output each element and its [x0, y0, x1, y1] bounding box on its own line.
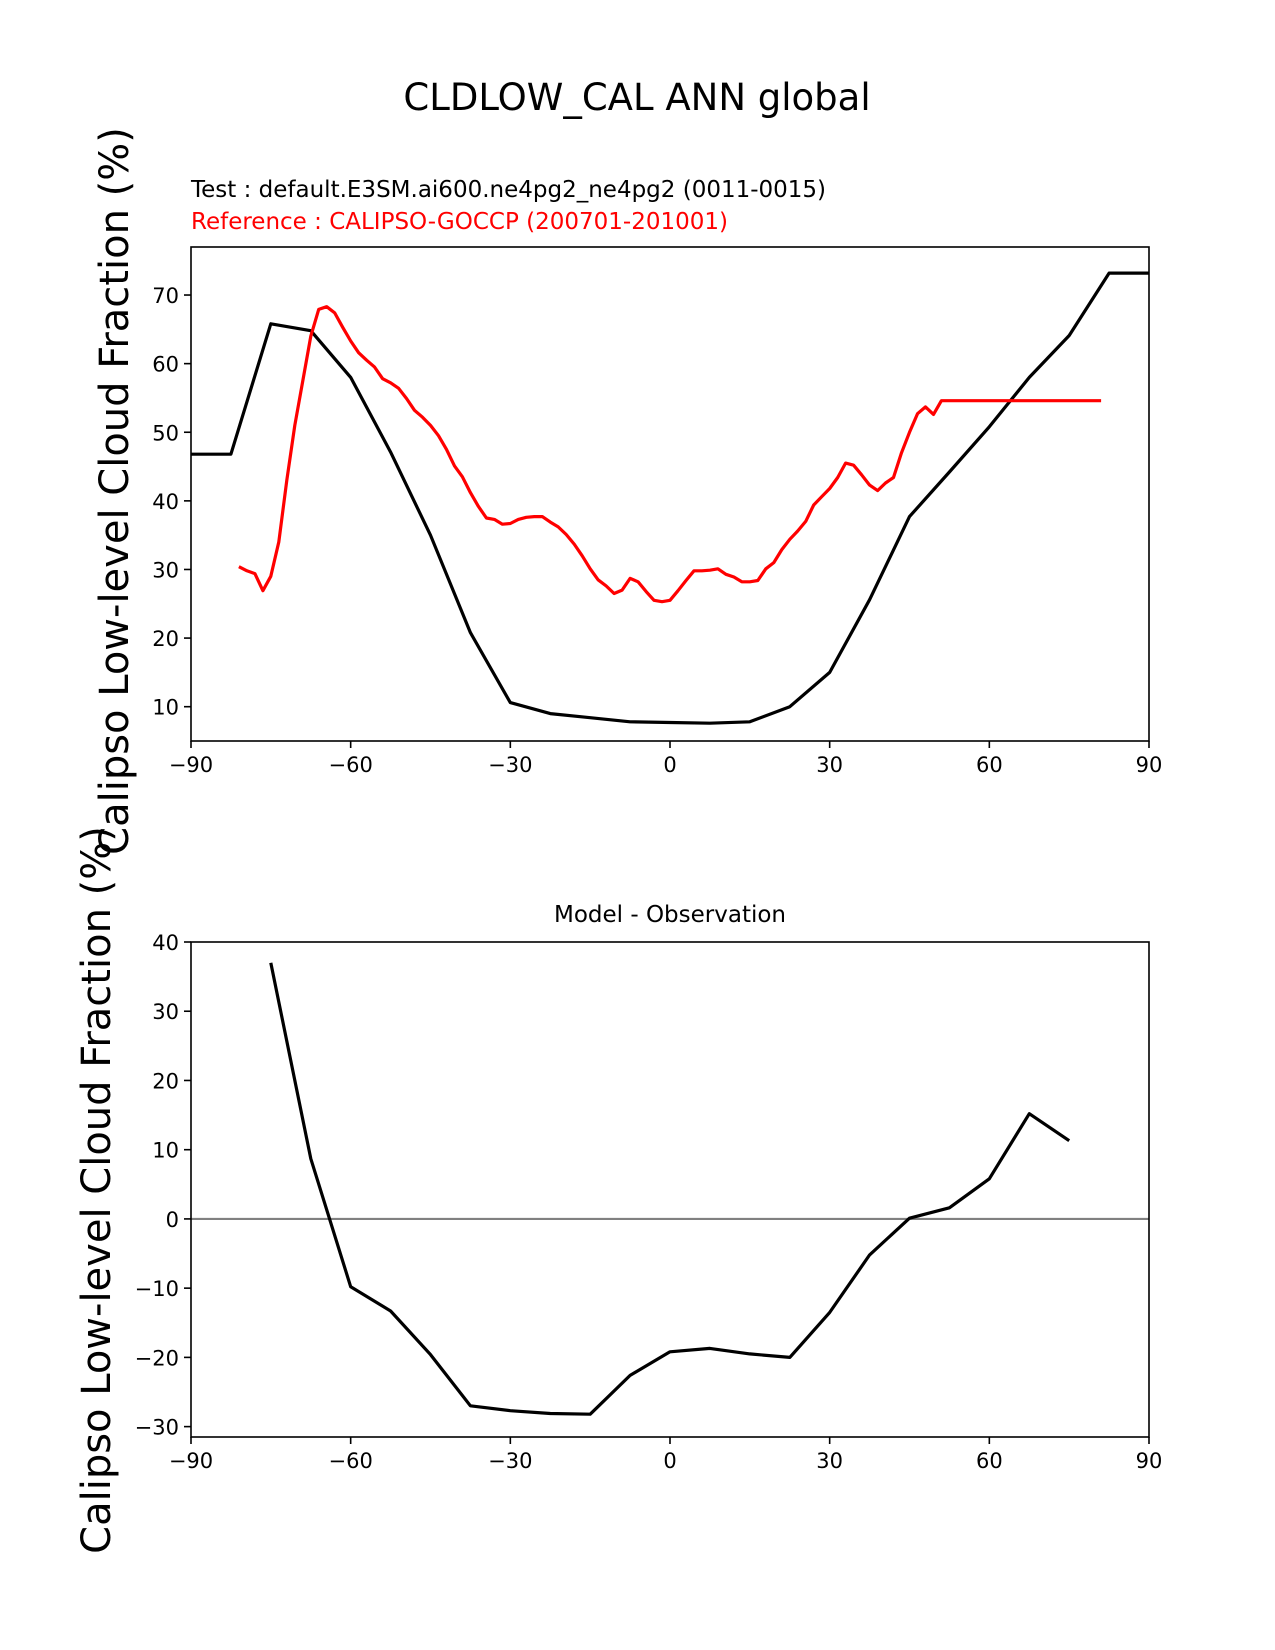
top-y-tick-label: 50	[152, 421, 179, 445]
bottom-x-tick-label: 90	[1136, 1449, 1163, 1473]
bottom-axes-frame	[190, 941, 1150, 1438]
top-y-axis-label: Calipso Low-level Cloud Fraction (%)	[92, 127, 138, 855]
bottom-x-tick-label: −60	[329, 1449, 373, 1473]
bottom-chart: Model - Observation −90 −60 −30 0 30 60 90−30−…	[74, 826, 1162, 1554]
bottom-series-0-line	[269, 962, 1071, 1416]
top-y-tick-label: 40	[152, 490, 179, 514]
bottom-y-tick-label: 0	[166, 1208, 179, 1232]
bottom-y-tick-label: −20	[135, 1346, 179, 1370]
top-x-tick-label: −60	[329, 753, 373, 777]
bottom-x-tick-label: −30	[488, 1449, 532, 1473]
bottom-y-tick-label: 10	[152, 1139, 179, 1163]
top-y-tick-label: 30	[152, 558, 179, 582]
bottom-x-tick-label: 30	[816, 1449, 843, 1473]
top-series-0-line	[191, 271, 1149, 725]
bottom-x-tick-label: 0	[663, 1449, 676, 1473]
top-chart: Test : default.E3SM.ai600.ne4pg2_ne4pg2 …	[92, 127, 1162, 855]
bottom-y-tick-label: −10	[135, 1277, 179, 1301]
bottom-y-tick-label: 20	[152, 1069, 179, 1093]
reference-label: Reference : CALIPSO-GOCCP (200701-201001…	[191, 209, 728, 235]
top-x-tick-label: −90	[169, 753, 213, 777]
top-x-tick-label: 0	[663, 753, 676, 777]
bottom-y-axis-label: Calipso Low-level Cloud Fraction (%)	[74, 826, 120, 1554]
top-x-tick-label: 90	[1136, 753, 1163, 777]
top-x-tick-label: −30	[488, 753, 532, 777]
bottom-y-tick-label: 40	[152, 931, 179, 955]
bottom-y-tick-label: 30	[152, 1000, 179, 1024]
top-y-tick-label: 70	[152, 284, 179, 308]
bottom-x-tick-label: −90	[169, 1449, 213, 1473]
top-series-1-line	[238, 305, 1102, 604]
bottom-y-tick-label: −30	[135, 1416, 179, 1440]
test-label: Test : default.E3SM.ai600.ne4pg2_ne4pg2 …	[190, 177, 826, 203]
top-axes-frame	[190, 246, 1150, 742]
top-plot-area: −90 −60 −30 0 30 60 90 10 20 30 40 50 60 70	[152, 246, 1163, 777]
figure-title: CLDLOW_CAL ANN global	[403, 76, 870, 119]
top-x-tick-label: 60	[976, 753, 1003, 777]
bottom-chart-title: Model - Observation	[554, 902, 786, 928]
bottom-plot-area: −90 −60 −30 0 30 60 90 −30 −20 −10 0 10 20 30 40	[135, 931, 1163, 1473]
top-y-tick-label: 10	[152, 696, 179, 720]
top-y-tick-label: 60	[152, 353, 179, 377]
top-x-tick-label: 30	[816, 753, 843, 777]
top-y-tick-label: 20	[152, 627, 179, 651]
bottom-x-tick-label: 60	[976, 1449, 1003, 1473]
